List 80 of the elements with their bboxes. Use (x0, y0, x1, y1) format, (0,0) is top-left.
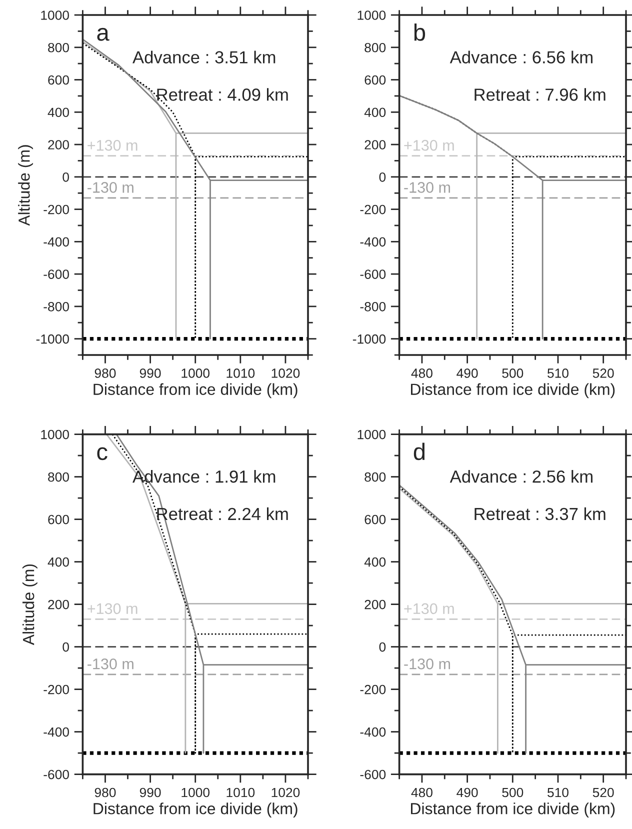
y-tick-label: 1000 (41, 10, 69, 20)
annotation: b (414, 24, 426, 41)
x-tick-label: 510 (548, 368, 568, 378)
y-tick-label: 800 (364, 42, 386, 52)
y-axis-title: Altitude (m) (22, 564, 38, 646)
annotation: d (414, 442, 425, 460)
ref-line-label: -130 m (404, 658, 450, 670)
x-axis-title: Distance from ice divide (km) (94, 802, 298, 818)
x-tick-label: 520 (592, 788, 614, 798)
y-tick-label: 400 (364, 108, 386, 118)
x-tick-label: 1010 (226, 368, 255, 378)
y-tick-label: -200 (360, 684, 386, 694)
y-tick-label: -400 (360, 727, 386, 737)
y-tick-label: -400 (44, 237, 69, 247)
y-tick-label: 600 (48, 514, 69, 524)
y-tick-label: 400 (48, 108, 69, 118)
annotation: a (97, 28, 110, 41)
y-tick-label: 0 (62, 642, 69, 652)
x-tick-label: 990 (140, 368, 161, 378)
x-tick-label: 1010 (226, 788, 255, 798)
y-tick-label: -600 (44, 270, 69, 279)
y-tick-label: 0 (62, 172, 69, 182)
x-tick-label: 1000 (182, 368, 210, 378)
y-tick-label: 0 (379, 172, 386, 182)
y-tick-label: -200 (44, 204, 69, 214)
y-tick-label: 600 (364, 514, 386, 524)
x-tick-label: 1000 (182, 788, 210, 798)
x-tick-label: 510 (548, 788, 568, 798)
y-tick-label: 200 (48, 600, 69, 610)
x-tick-label: 980 (94, 368, 116, 378)
x-axis-title: Distance from ice divide (km) (94, 383, 298, 398)
x-tick-label: 500 (502, 788, 524, 798)
y-tick-label: -400 (360, 237, 386, 247)
y-tick-label: 1000 (41, 430, 69, 440)
x-tick-label: 1020 (272, 788, 300, 798)
y-tick-label: 200 (364, 600, 386, 610)
y-tick-label: -600 (44, 770, 69, 780)
y-tick-label: -1000 (36, 334, 69, 344)
ref-line-label: -130 m (88, 658, 134, 670)
x-axis-title: Distance from ice divide (km) (411, 802, 615, 818)
x-tick-label: 520 (592, 368, 614, 378)
y-tick-label: 800 (48, 472, 69, 482)
y-tick-label: -800 (44, 302, 69, 312)
y-tick-label: -400 (44, 727, 69, 737)
y-tick-label: 1000 (358, 10, 386, 20)
y-tick-label: 600 (364, 75, 386, 85)
y-axis-title: Altitude (m) (18, 145, 33, 226)
annotation: Advance : 2.56 km (450, 470, 592, 483)
x-tick-label: 980 (94, 788, 116, 798)
y-tick-label: -800 (360, 302, 386, 312)
y-tick-label: -600 (360, 270, 386, 279)
annotation: Retreat : 3.37 km (474, 507, 606, 520)
ref-line-label: -130 m (88, 182, 134, 193)
y-tick-label: -200 (44, 684, 69, 694)
y-tick-label: 800 (364, 472, 386, 482)
y-tick-label: -200 (360, 204, 386, 214)
annotation: c (97, 447, 108, 460)
x-tick-label: 480 (411, 788, 432, 798)
x-tick-label: 480 (411, 368, 432, 378)
x-axis-title: Distance from ice divide (km) (411, 383, 615, 398)
y-tick-label: -1000 (352, 334, 386, 344)
x-tick-label: 990 (140, 788, 161, 798)
y-tick-label: 600 (48, 75, 69, 85)
annotation: Advance : 3.51 km (132, 50, 276, 64)
annotation: Retreat : 4.09 km (157, 88, 288, 101)
y-tick-label: 1000 (358, 430, 386, 440)
y-tick-label: 200 (364, 140, 386, 150)
y-tick-label: -600 (360, 770, 386, 780)
annotation: Retreat : 7.96 km (474, 88, 606, 101)
y-tick-label: 0 (379, 642, 386, 652)
x-tick-label: 500 (502, 368, 524, 378)
x-tick-label: 490 (456, 368, 478, 378)
x-tick-label: 1020 (272, 368, 300, 378)
x-tick-label: 490 (456, 788, 478, 798)
ref-line-label: -130 m (404, 182, 450, 193)
annotation: Advance : 6.56 km (450, 50, 592, 64)
y-tick-label: 400 (48, 557, 69, 567)
y-tick-label: 800 (48, 42, 69, 52)
y-tick-label: 200 (48, 140, 69, 150)
y-tick-label: 400 (364, 557, 386, 567)
